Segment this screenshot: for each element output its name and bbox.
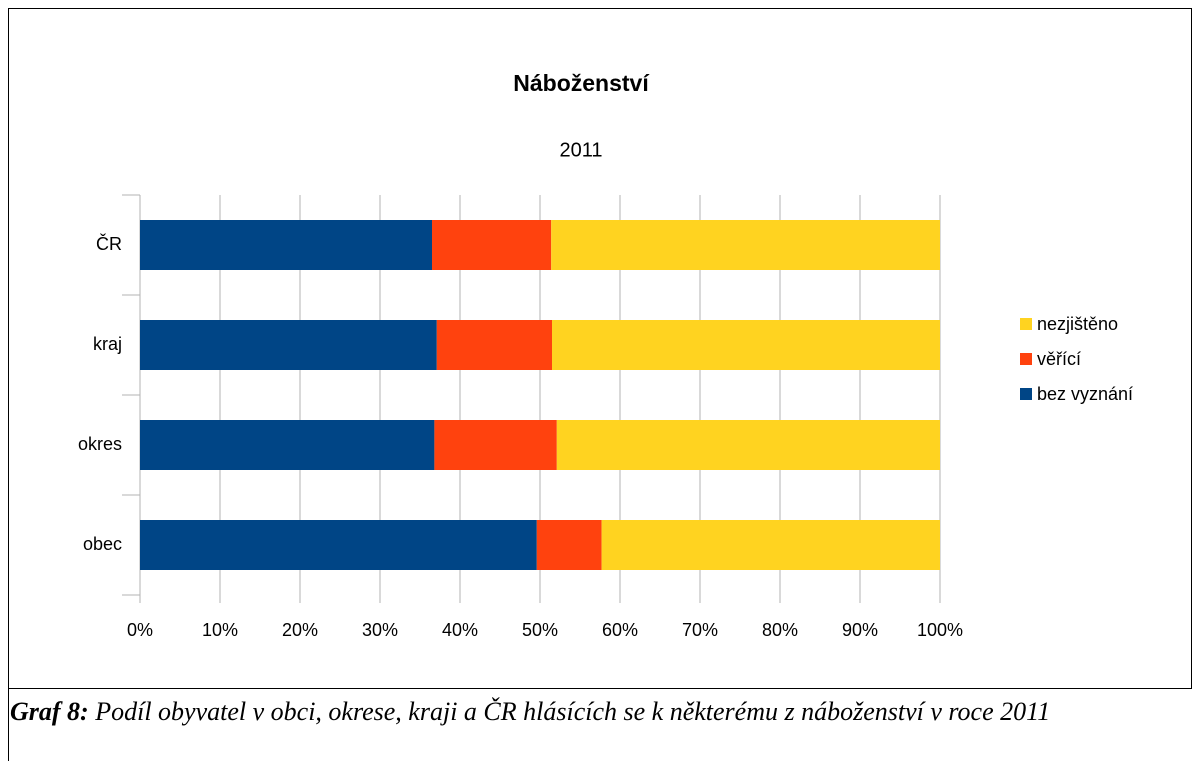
bar-segment (436, 320, 552, 370)
legend-label: bez vyznání (1037, 384, 1133, 404)
caption: Graf 8: Podíl obyvatel v obci, okrese, k… (10, 696, 1160, 727)
bar-segment (551, 220, 940, 270)
bar-segment (552, 320, 940, 370)
chart-frame (8, 8, 1192, 689)
x-tick-label: 60% (602, 620, 638, 640)
legend-swatch (1020, 318, 1032, 330)
y-tick-label: okres (78, 434, 122, 454)
x-tick-label: 30% (362, 620, 398, 640)
legend-swatch (1020, 353, 1032, 365)
legend-swatch (1020, 388, 1032, 400)
x-tick-label: 80% (762, 620, 798, 640)
chart-subtitle: 2011 (559, 139, 602, 161)
legend-label: věřící (1037, 349, 1081, 369)
bar-segment (434, 420, 557, 470)
x-tick-label: 10% (202, 620, 238, 640)
x-tick-label: 0% (127, 620, 153, 640)
bar-segment (140, 220, 432, 270)
y-tick-label: kraj (93, 334, 122, 354)
caption-text: Podíl obyvatel v obci, okrese, kraji a Č… (95, 697, 1051, 726)
bar-segment (601, 520, 940, 570)
chart-title: Náboženství (513, 70, 650, 96)
bar-segment (556, 420, 940, 470)
x-tick-label: 40% (442, 620, 478, 640)
legend-label: nezjištěno (1037, 314, 1118, 334)
bar-segment (140, 420, 435, 470)
bar-segment (140, 320, 437, 370)
bar-segment (432, 220, 552, 270)
caption-label: Graf 8: (10, 697, 89, 726)
y-tick-label: obec (83, 534, 122, 554)
y-tick-label: ČR (96, 233, 122, 254)
x-tick-label: 50% (522, 620, 558, 640)
x-tick-label: 90% (842, 620, 878, 640)
x-tick-label: 70% (682, 620, 718, 640)
x-tick-label: 20% (282, 620, 318, 640)
bar-segment (536, 520, 602, 570)
bar-segment (140, 520, 537, 570)
x-tick-label: 100% (917, 620, 963, 640)
